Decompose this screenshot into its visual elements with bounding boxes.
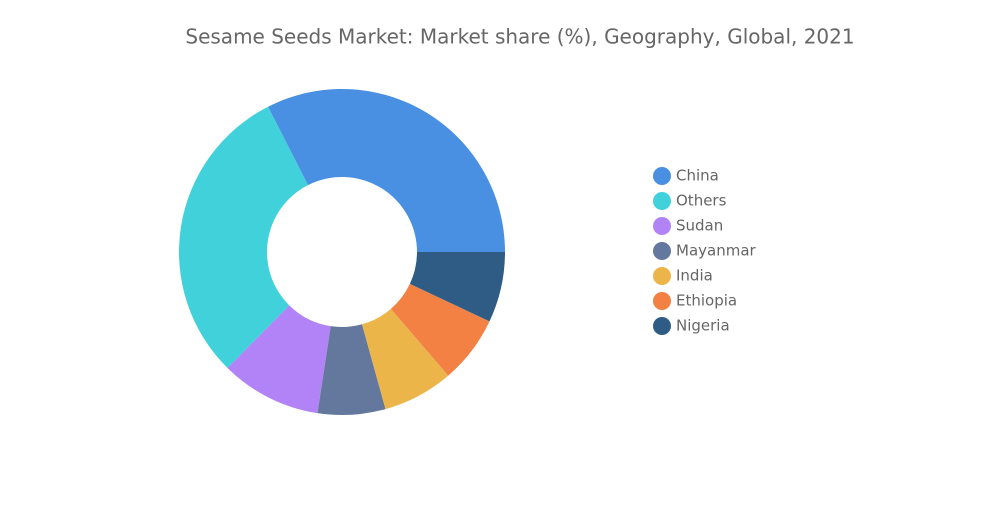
slice: [227, 305, 331, 414]
legend-marker: [653, 317, 671, 335]
legend-label: Ethiopia: [676, 292, 737, 310]
legend-label: Sudan: [676, 217, 723, 235]
legend-label: Mayanmar: [676, 242, 757, 260]
slice: [409, 252, 505, 322]
slice: [362, 308, 449, 410]
legend-label: India: [676, 267, 713, 285]
legend-marker: [653, 192, 671, 210]
legend-marker: [653, 267, 671, 285]
chart-title: Sesame Seeds Market: Market share (%), G…: [185, 25, 854, 49]
slice: [179, 106, 308, 368]
legend-label: Nigeria: [676, 317, 730, 335]
legend-label: Others: [676, 192, 727, 210]
legend-label: China: [676, 167, 719, 185]
slice: [317, 324, 386, 415]
legend-marker: [653, 242, 671, 260]
slice: [390, 283, 490, 376]
slice: [267, 89, 505, 253]
legend-marker: [653, 167, 671, 185]
legend-marker: [653, 217, 671, 235]
legend-marker: [653, 292, 671, 310]
